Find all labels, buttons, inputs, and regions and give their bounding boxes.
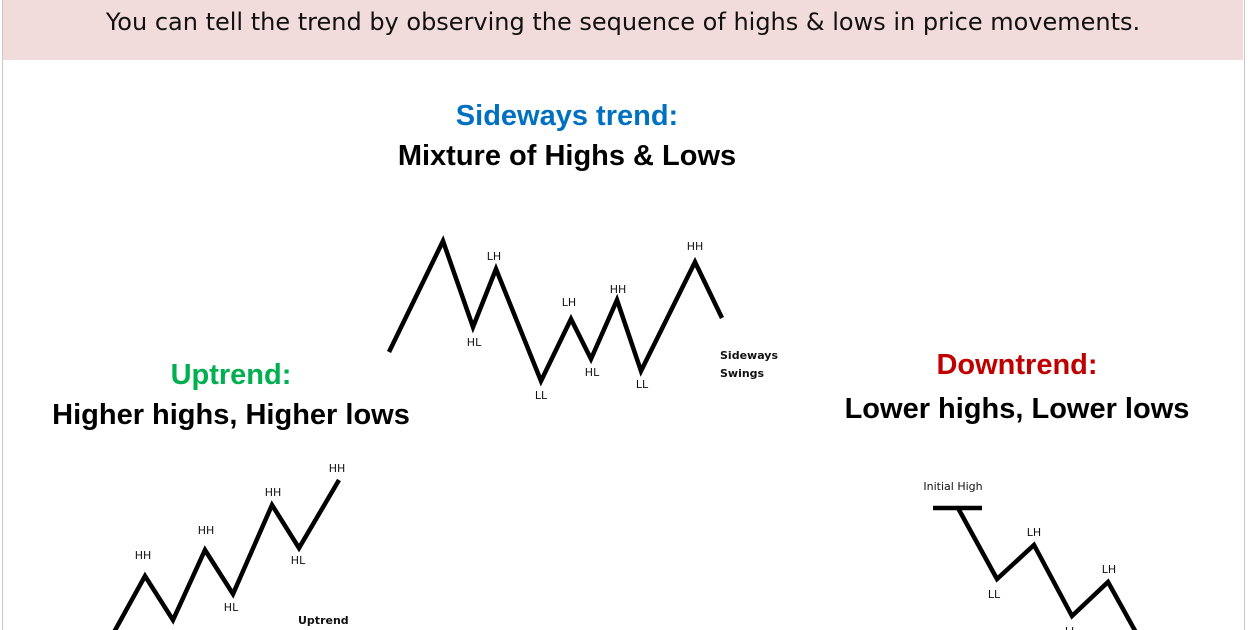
- sideways-label: HH: [687, 240, 704, 253]
- downtrend-title: Downtrend:: [936, 349, 1097, 381]
- uptrend-label: HL: [291, 554, 306, 567]
- downtrend-section: Downtrend: Lower highs, Lower lows Initi…: [845, 349, 1190, 630]
- uptrend-caption: Uptrend: [298, 614, 349, 627]
- banner: You can tell the trend by observing the …: [3, 0, 1243, 60]
- uptrend-label: HH: [135, 549, 152, 562]
- sideways-label: HL: [467, 336, 482, 349]
- uptrend-label: HH: [265, 486, 282, 499]
- downtrend-label: LH: [1027, 526, 1041, 539]
- downtrend-label: LL: [988, 588, 1001, 601]
- uptrend-label: HL: [224, 601, 239, 614]
- sideways-label: LL: [636, 378, 649, 391]
- uptrend-label: HL: [161, 628, 176, 630]
- sideways-label: LH: [562, 296, 576, 309]
- uptrend-label: HH: [198, 524, 215, 537]
- sideways-label: HH: [610, 283, 627, 296]
- downtrend-label: LH: [1102, 563, 1116, 576]
- uptrend-subtitle: Higher highs, Higher lows: [52, 399, 410, 431]
- initial-high-label: Initial High: [923, 480, 982, 493]
- uptrend-label: HH: [329, 462, 346, 475]
- downtrend-subtitle: Lower highs, Lower lows: [845, 393, 1190, 425]
- banner-text: You can tell the trend by observing the …: [105, 8, 1141, 36]
- downtrend-price-line: [956, 506, 1138, 630]
- sideways-section: Sideways trend: Mixture of Highs & Lows …: [386, 100, 778, 402]
- sideways-label: LL: [535, 389, 548, 402]
- downtrend-label: LL: [1065, 625, 1078, 630]
- sideways-label: LH: [487, 250, 501, 263]
- uptrend-title: Uptrend:: [171, 359, 292, 391]
- sideways-caption: Swings: [720, 367, 765, 380]
- uptrend-price-line: [112, 478, 341, 630]
- sideways-subtitle: Mixture of Highs & Lows: [398, 140, 736, 172]
- sideways-price-line: [386, 235, 725, 387]
- sideways-label: HL: [585, 366, 600, 379]
- sideways-title: Sideways trend:: [456, 100, 678, 132]
- sideways-caption: Sideways: [720, 349, 778, 362]
- uptrend-section: Uptrend: Higher highs, Higher lows HH HH…: [52, 359, 410, 630]
